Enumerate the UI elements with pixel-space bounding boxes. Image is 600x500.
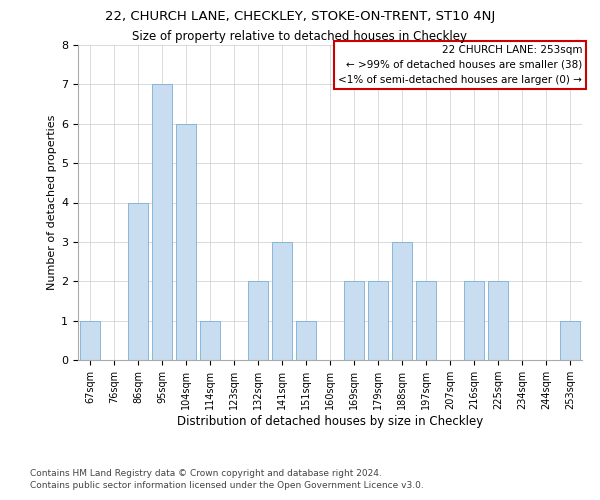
Bar (248, 281, 268, 360)
Bar (272, 242, 292, 360)
X-axis label: Distribution of detached houses by size in Checkley: Distribution of detached houses by size … (177, 415, 483, 428)
Bar (416, 281, 436, 360)
Bar (128, 202, 148, 360)
Bar (152, 84, 172, 360)
Bar (344, 281, 364, 360)
Bar (392, 242, 412, 360)
Text: Size of property relative to detached houses in Checkley: Size of property relative to detached ho… (133, 30, 467, 43)
Bar (80, 320, 100, 360)
Bar (560, 320, 580, 360)
Bar (488, 281, 508, 360)
Y-axis label: Number of detached properties: Number of detached properties (47, 115, 57, 290)
Bar (200, 320, 220, 360)
Text: 22 CHURCH LANE: 253sqm
← >99% of detached houses are smaller (38)
<1% of semi-de: 22 CHURCH LANE: 253sqm ← >99% of detache… (338, 45, 582, 84)
Bar (368, 281, 388, 360)
Text: Contains HM Land Registry data © Crown copyright and database right 2024.
Contai: Contains HM Land Registry data © Crown c… (30, 469, 424, 490)
Bar (464, 281, 484, 360)
Bar (296, 320, 316, 360)
Bar (176, 124, 196, 360)
Text: 22, CHURCH LANE, CHECKLEY, STOKE-ON-TRENT, ST10 4NJ: 22, CHURCH LANE, CHECKLEY, STOKE-ON-TREN… (105, 10, 495, 23)
